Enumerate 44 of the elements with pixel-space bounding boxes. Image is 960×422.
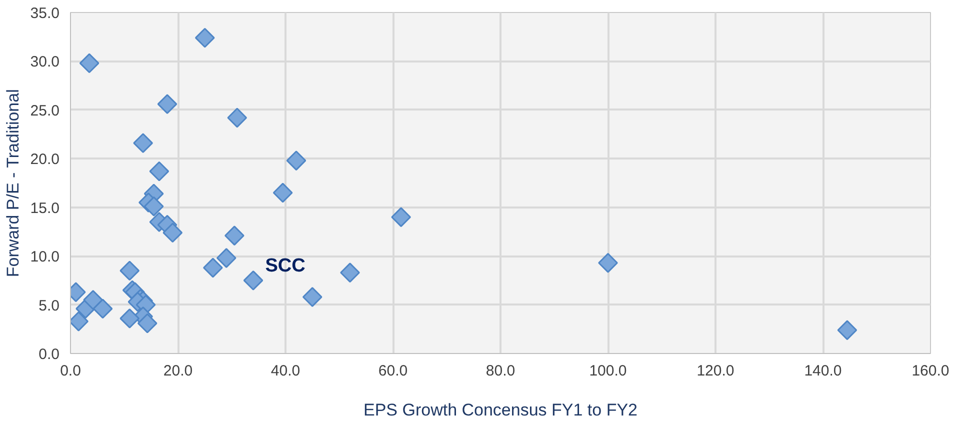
point [79, 53, 100, 74]
x-axis-title: EPS Growth Concensus FY1 to FY2 [363, 400, 638, 420]
annotation: SCC [265, 255, 306, 276]
point [224, 226, 244, 246]
x-tick-label: 80.0 [486, 362, 516, 380]
point [302, 287, 322, 307]
point [149, 161, 170, 182]
point [162, 222, 183, 243]
point [194, 28, 215, 48]
point [837, 320, 858, 340]
point [243, 270, 264, 290]
y-tick-label: 5.0 [38, 297, 60, 314]
point [598, 252, 618, 273]
x-tick-label: 140.0 [804, 362, 842, 380]
x-tick-label: 100.0 [589, 362, 627, 380]
x-tick-label: 40.0 [270, 362, 300, 380]
y-axis-title: Forward P/E - Traditional [3, 89, 22, 278]
x-tick-label: 120.0 [696, 362, 734, 380]
y-tick-label: 20.0 [30, 151, 60, 168]
x-tick-label: 160.0 [912, 362, 950, 380]
point [286, 150, 306, 171]
y-tick-label: 30.0 [30, 54, 60, 71]
point [340, 262, 360, 283]
y-tick-label: 35.0 [30, 5, 60, 22]
y-tick-label: 15.0 [30, 200, 60, 217]
point [216, 248, 236, 268]
y-tick-label: 25.0 [30, 102, 60, 120]
x-tick-label: 20.0 [163, 362, 193, 380]
point [120, 260, 140, 281]
point [157, 94, 178, 114]
point [202, 258, 223, 278]
x-tick-label: 0.0 [60, 362, 81, 380]
point [83, 290, 104, 310]
x-tick-label: 60.0 [378, 362, 408, 380]
point [120, 308, 140, 328]
point [92, 298, 113, 319]
point [137, 313, 158, 334]
y-tick-label: 10.0 [30, 248, 60, 266]
y-tick-label: 0.0 [38, 346, 60, 363]
point [272, 182, 293, 203]
point [144, 196, 164, 216]
point [227, 108, 248, 128]
point [133, 133, 154, 153]
point [391, 207, 412, 228]
